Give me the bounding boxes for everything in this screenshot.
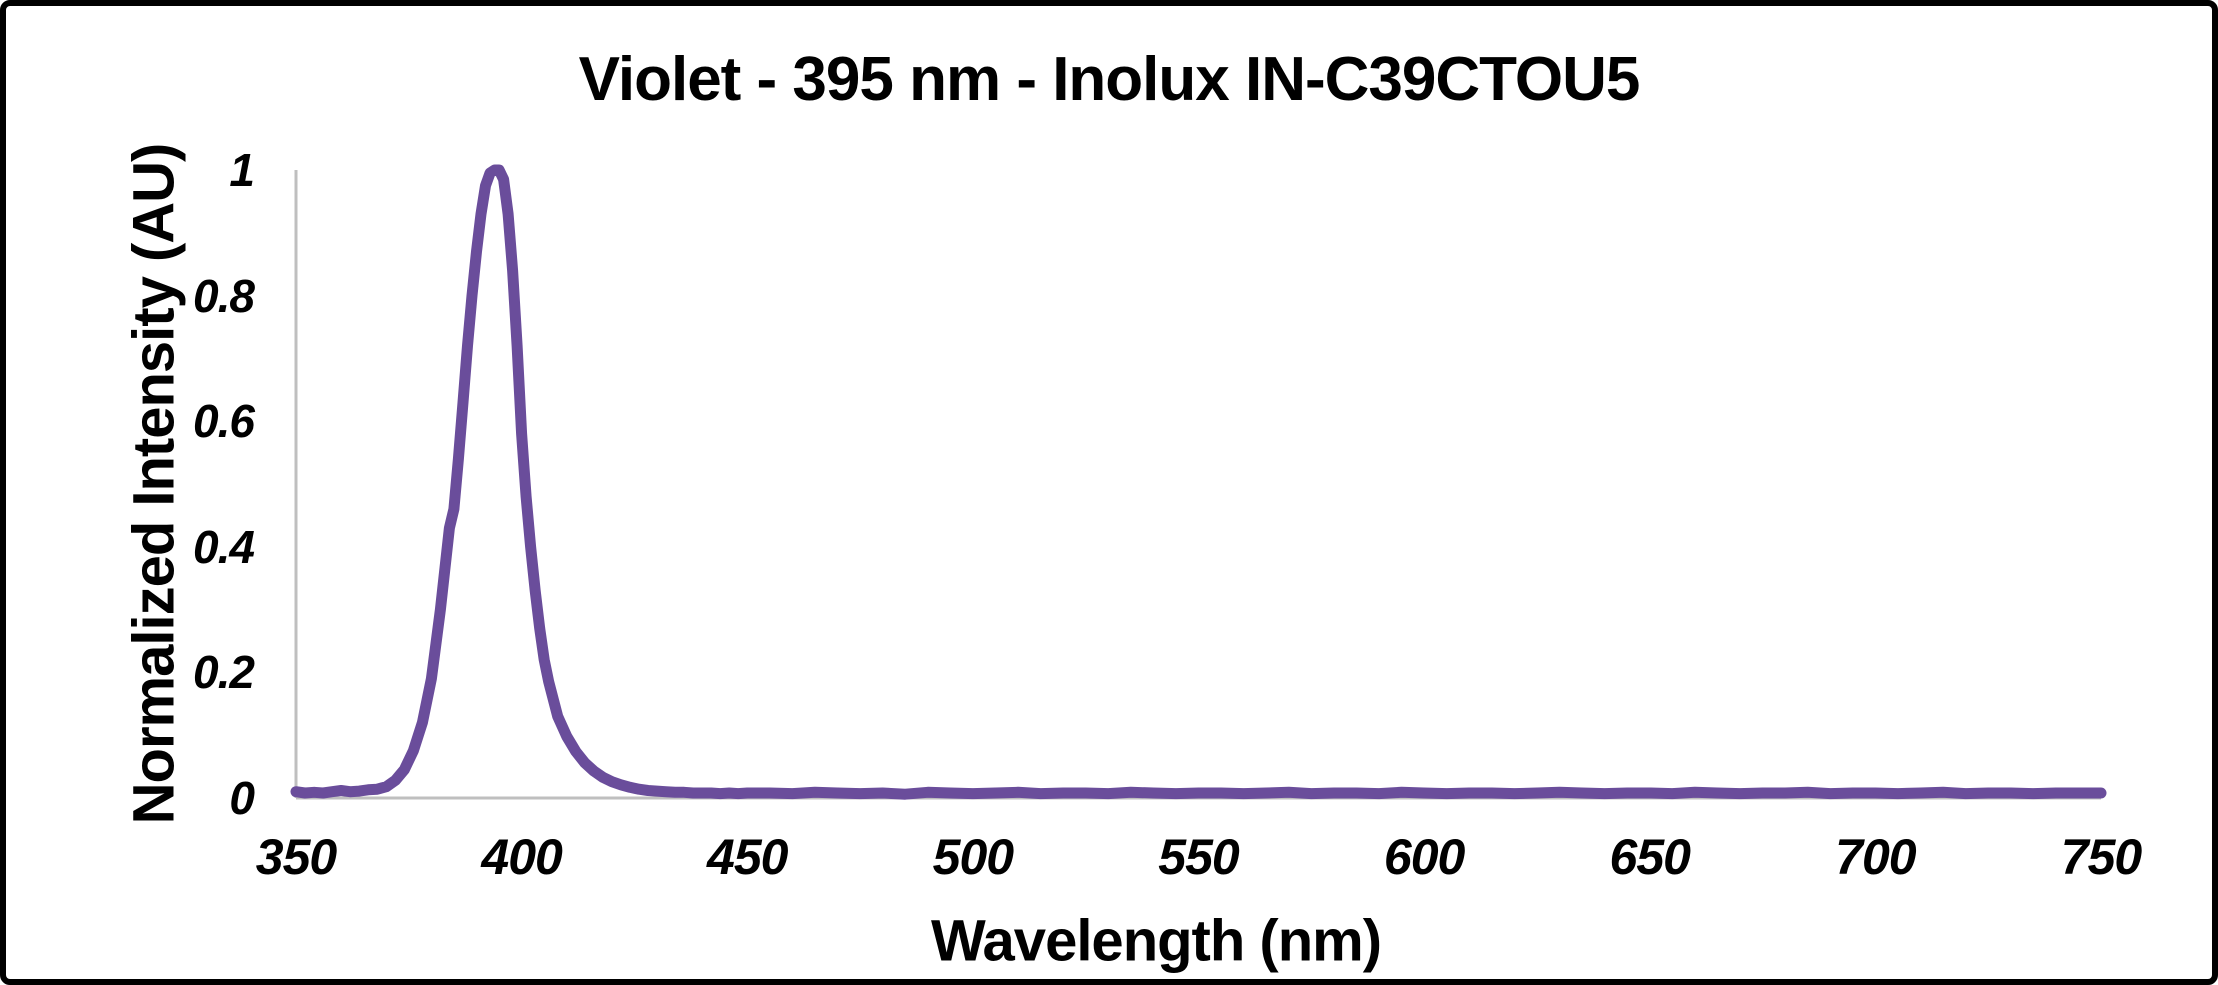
y-tick-label: 1 bbox=[229, 144, 255, 196]
chart-title: Violet - 395 nm - Inolux IN-C39CTOU5 bbox=[578, 45, 1641, 114]
x-tick-label: 650 bbox=[1609, 829, 1691, 885]
x-tick-label: 350 bbox=[255, 829, 337, 885]
x-tick-label: 450 bbox=[707, 829, 788, 885]
y-tick-label: 0 bbox=[229, 772, 255, 824]
x-tick-label: 750 bbox=[2060, 829, 2142, 885]
x-tick-label: 700 bbox=[1835, 829, 1916, 885]
x-tick-label: 500 bbox=[932, 829, 1014, 885]
x-tick-label: 600 bbox=[1383, 829, 1465, 885]
spectrum-line bbox=[290, 164, 2107, 800]
y-tick-label: 0.2 bbox=[193, 646, 255, 699]
plot-area bbox=[290, 164, 2107, 800]
x-axis-title: Wavelength (nm) bbox=[930, 908, 1382, 974]
y-tick-label: 0.8 bbox=[193, 269, 255, 322]
x-tick-label: 400 bbox=[481, 829, 562, 885]
y-tick-label: 0.6 bbox=[193, 395, 255, 448]
y-tick-label: 0.4 bbox=[193, 520, 255, 573]
x-tick-label: 550 bbox=[1158, 829, 1239, 885]
